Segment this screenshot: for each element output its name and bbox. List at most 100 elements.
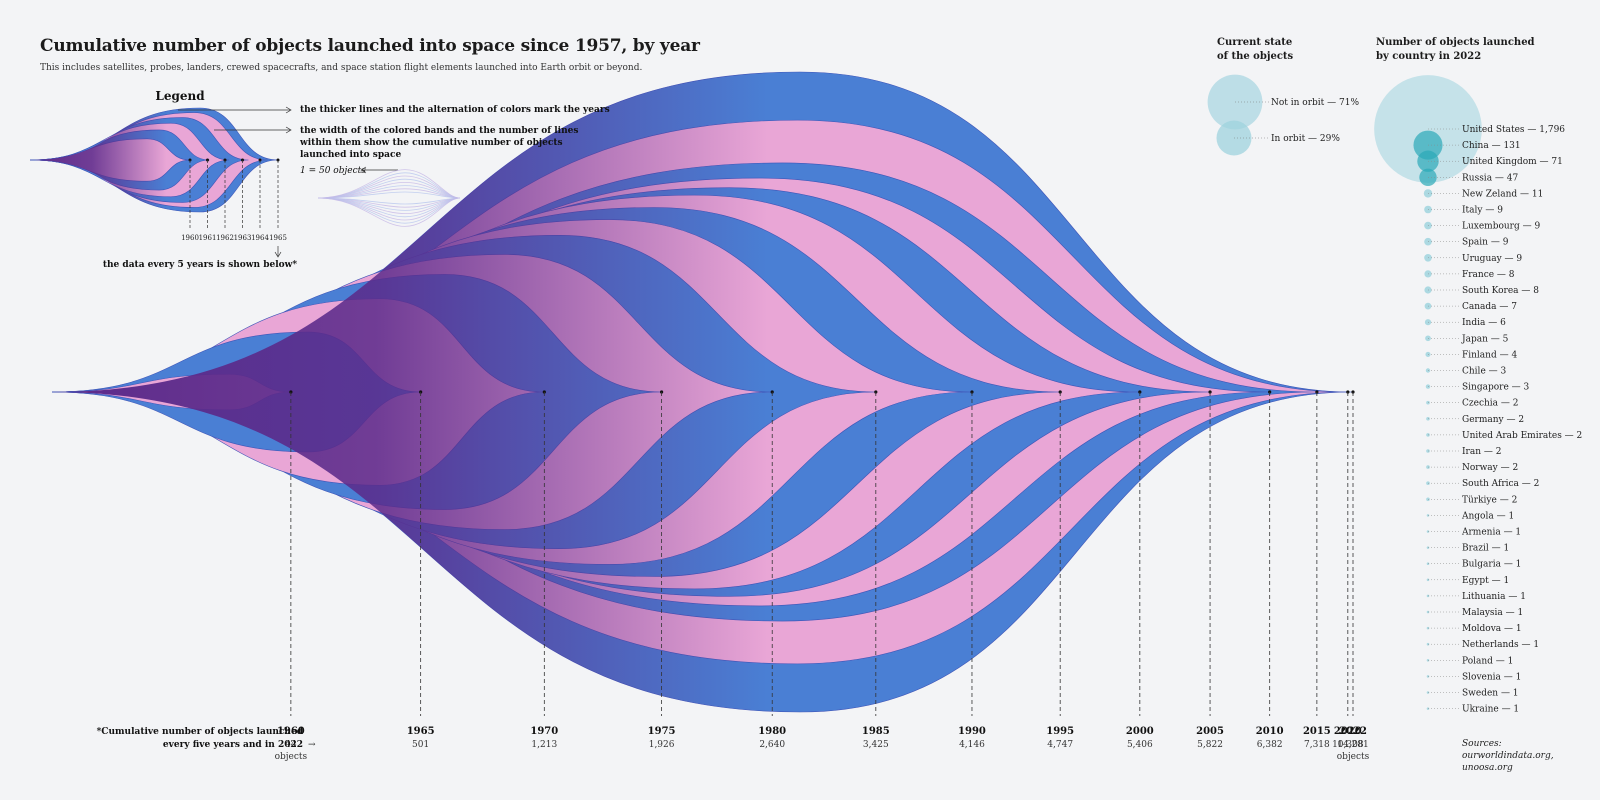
year-label-1985: 1985 — [862, 726, 890, 737]
chart-title: Cumulative number of objects launched in… — [40, 36, 700, 56]
legend-scale-lens — [317, 169, 461, 227]
orbit-label-1: Not in orbit — 71% — [1271, 98, 1359, 108]
country-label-8: Uruguay — 9 — [1462, 254, 1522, 264]
country-label-26: Brazil — 1 — [1462, 544, 1509, 554]
year-value-1970: 1,213 — [531, 740, 557, 750]
orbit-heading: Current state of the objects — [1217, 36, 1293, 64]
country-label-20: Iran — 2 — [1462, 447, 1501, 457]
countries-heading-line-1: Number of objects launched — [1376, 37, 1535, 48]
orbit-heading-line-2: of the objects — [1217, 51, 1294, 62]
country-label-27: Bulgaria — 1 — [1462, 560, 1521, 570]
year-label-2010: 2010 — [1256, 726, 1284, 737]
year-axis: 1960 44 1965 501 1970 1,213 1975 1,926 1980 2,640… — [97, 390, 1370, 762]
country-label-11: Canada — 7 — [1462, 302, 1517, 312]
legend-pointer-scale-head — [360, 166, 367, 174]
year-value-2000: 5,406 — [1127, 740, 1153, 750]
country-label-33: Poland — 1 — [1462, 656, 1513, 666]
year-value-1995: 4,747 — [1047, 740, 1073, 750]
country-label-4: New Zeland — 11 — [1462, 189, 1543, 199]
orbit-label-2: In orbit — 29% — [1271, 134, 1340, 144]
legend-footnote: the data every 5 years is shown below* — [103, 260, 298, 270]
legend-year-1962: 1962 — [216, 234, 234, 242]
year-label-2020: 2020 — [1334, 726, 1362, 737]
legend-down-arrowhead — [274, 251, 282, 258]
year-value-1980: 2,640 — [759, 740, 785, 750]
unit-label-last: objects — [1337, 752, 1370, 762]
legend-year-1961: 1961 — [199, 234, 217, 242]
country-label-7: Spain — 9 — [1462, 238, 1509, 248]
legend-year-1960: 1960 — [181, 234, 199, 242]
year-value-2005: 5,822 — [1197, 740, 1223, 750]
country-label-2: United Kingdom — 71 — [1462, 157, 1563, 167]
orbit-bubbles: Not in orbit — 71% In orbit — 29% — [1207, 74, 1359, 156]
country-label-21: Norway — 2 — [1462, 463, 1518, 473]
year-value-1990: 4,146 — [959, 740, 985, 750]
country-label-15: Chile — 3 — [1462, 367, 1506, 377]
year-label-1965: 1965 — [407, 726, 435, 737]
countries-heading-line-2: by country in 2022 — [1376, 51, 1482, 62]
source-owid: ourworldindata.org, — [1462, 751, 1554, 761]
country-label-14: Finland — 4 — [1462, 350, 1517, 360]
country-label-32: Netherlands — 1 — [1462, 640, 1539, 650]
country-label-29: Lithuania — 1 — [1462, 592, 1526, 602]
country-label-36: Ukraine — 1 — [1462, 705, 1519, 715]
country-label-18: Germany — 2 — [1462, 415, 1524, 425]
year-value-2015: 7,318 — [1304, 740, 1330, 750]
country-label-31: Moldova — 1 — [1462, 624, 1522, 634]
legend-note-width-2: within them show the cumulative number o… — [299, 138, 563, 148]
year-value-2020: 10,308 — [1332, 740, 1364, 750]
legend-note-width-1: the width of the colored bands and the n… — [300, 126, 578, 136]
year-label-2000: 2000 — [1126, 726, 1154, 737]
country-label-9: France — 8 — [1462, 270, 1515, 280]
legend-scale-line-8 — [317, 169, 461, 227]
legend-year-1963: 1963 — [234, 234, 252, 242]
country-label-12: India — 6 — [1462, 318, 1506, 328]
legend-scale-line-6 — [317, 175, 461, 221]
year-label-2005: 2005 — [1196, 726, 1224, 737]
country-label-1: China — 131 — [1462, 141, 1521, 151]
year-value-1960: 44 — [285, 740, 297, 750]
legend-note-width-3: launched into space — [300, 150, 401, 160]
country-label-28: Egypt — 1 — [1462, 576, 1509, 586]
year-label-1990: 1990 — [958, 726, 986, 737]
country-bubbles: United States — 1,796 China — 131 United K… — [1374, 75, 1582, 715]
legend-year-1964: 1964 — [251, 234, 269, 242]
year-label-1970: 1970 — [530, 726, 558, 737]
sources: Sources: ourworldindata.org, unoosa.org — [1462, 738, 1554, 774]
country-label-23: Türkiye — 2 — [1462, 495, 1517, 505]
year-value-2010: 6,382 — [1257, 740, 1283, 750]
year-label-2022: 2022 — [1339, 726, 1367, 737]
chart-subtitle: This includes satellites, probes, lander… — [40, 63, 643, 73]
country-label-19: United Arab Emirates — 2 — [1462, 431, 1582, 441]
year-label-2015: 2015 — [1303, 726, 1331, 737]
orbit-heading-line-1: Current state — [1217, 37, 1293, 48]
country-label-25: Armenia — 1 — [1461, 528, 1521, 538]
year-value-2022: 14,281 — [1337, 740, 1369, 750]
legend-note-years: the thicker lines and the alternation of… — [300, 105, 610, 115]
axis-note-line-2: every five years and in 2022 — [163, 740, 303, 750]
country-label-30: Malaysia — 1 — [1462, 608, 1523, 618]
country-label-24: Angola — 1 — [1461, 511, 1514, 521]
source-unoosa: unoosa.org — [1462, 763, 1513, 773]
country-label-17: Czechia — 2 — [1462, 399, 1518, 409]
legend-heading: Legend — [155, 89, 205, 103]
year-label-1995: 1995 — [1046, 726, 1074, 737]
country-label-0: United States — 1,796 — [1462, 125, 1565, 135]
flow-plot — [51, 71, 1354, 713]
country-label-13: Japan — 5 — [1461, 334, 1509, 344]
axis-note-arrow: → — [308, 740, 316, 750]
purple-fade-overlay — [52, 72, 1353, 712]
legend-scale: 1 = 50 objects — [300, 166, 366, 176]
year-value-1985: 3,425 — [863, 740, 889, 750]
country-label-22: South Africa — 2 — [1462, 479, 1539, 489]
country-label-3: Russia — 47 — [1462, 173, 1519, 183]
axis-note-line-1: *Cumulative number of objects launched — [97, 727, 304, 737]
year-value-1975: 1,926 — [649, 740, 675, 750]
country-label-34: Slovenia — 1 — [1462, 672, 1521, 682]
country-label-10: South Korea — 8 — [1462, 286, 1539, 296]
year-label-1960: 1960 — [277, 726, 305, 737]
country-label-16: Singapore — 3 — [1462, 383, 1529, 393]
year-value-1965: 501 — [412, 740, 429, 750]
legend-pointer-years-head — [285, 106, 292, 114]
